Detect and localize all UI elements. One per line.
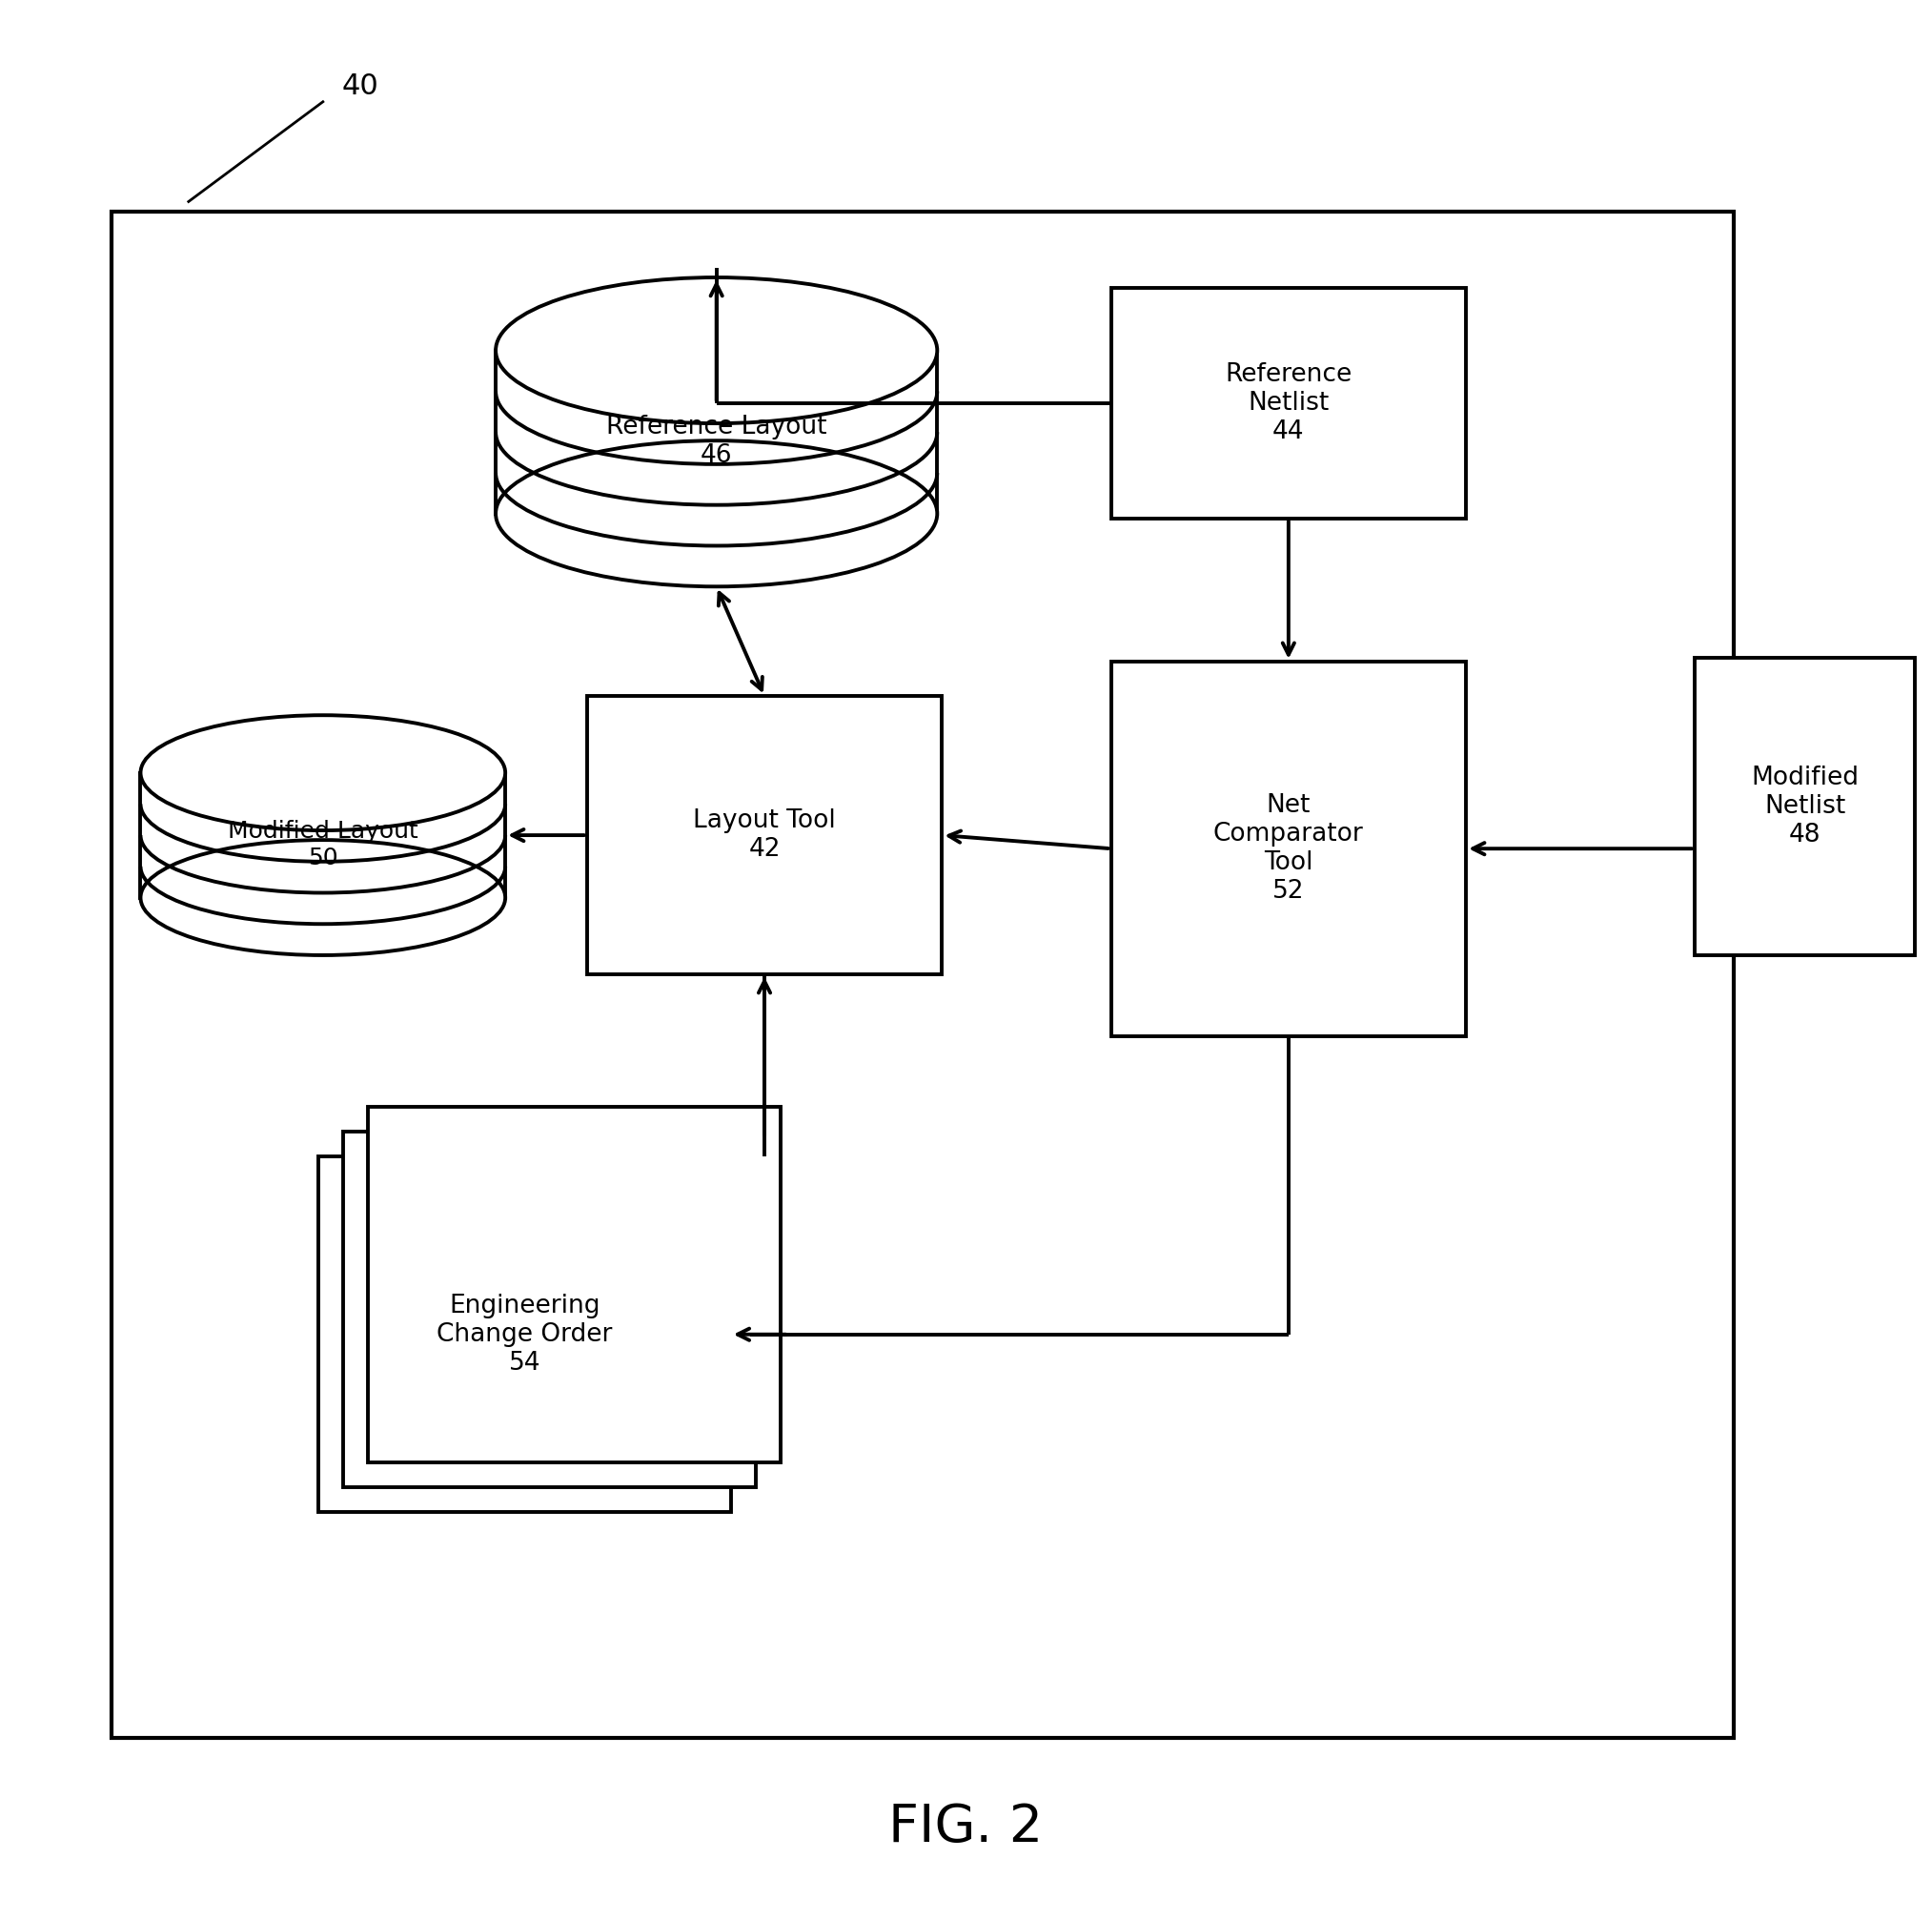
Text: Net
Comparator
Tool
52: Net Comparator Tool 52: [1213, 793, 1364, 904]
Bar: [319, 1156, 730, 1513]
Text: Reference Layout
46: Reference Layout 46: [607, 415, 827, 468]
Text: Engineering
Change Order
54: Engineering Change Order 54: [437, 1294, 612, 1375]
Bar: [1111, 288, 1466, 518]
Text: Reference
Netlist
44: Reference Netlist 44: [1225, 363, 1352, 444]
Ellipse shape: [497, 278, 937, 424]
Ellipse shape: [497, 440, 937, 586]
Text: Modified Layout
50: Modified Layout 50: [228, 820, 417, 870]
Text: 40: 40: [342, 73, 379, 100]
Bar: [587, 697, 943, 975]
Ellipse shape: [141, 716, 506, 831]
Text: FIG. 2: FIG. 2: [889, 1803, 1043, 1853]
Text: Layout Tool
42: Layout Tool 42: [694, 808, 837, 862]
Bar: [367, 1106, 781, 1463]
Bar: [344, 1133, 755, 1486]
Ellipse shape: [141, 841, 506, 956]
Bar: [1694, 657, 1915, 956]
Text: Modified
Netlist
48: Modified Netlist 48: [1750, 766, 1859, 847]
Bar: [497, 349, 937, 513]
Bar: [1111, 660, 1466, 1037]
Bar: [141, 774, 506, 899]
Bar: [112, 211, 1733, 1738]
